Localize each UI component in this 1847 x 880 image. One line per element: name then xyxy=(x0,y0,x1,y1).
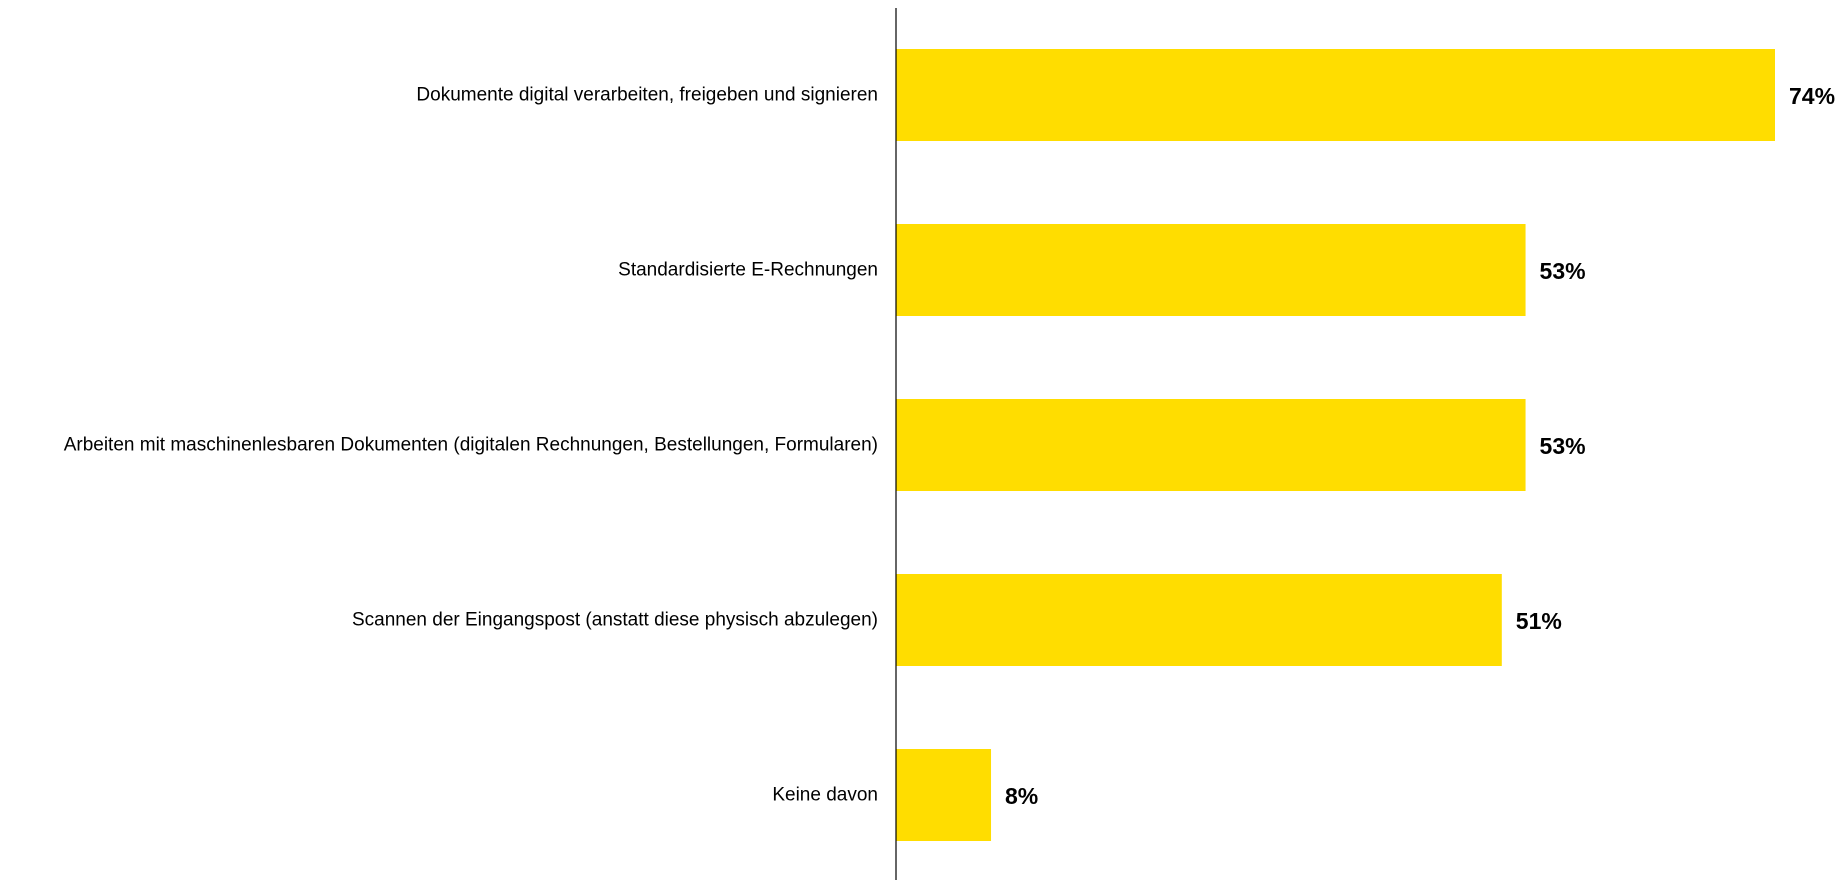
category-label: Dokumente digital verarbeiten, freigeben… xyxy=(416,85,878,106)
category-labels-layer: Dokumente digital verarbeiten, freigeben… xyxy=(64,85,878,806)
value-labels-layer: 74% 53% 53% 51% 8% xyxy=(1005,83,1835,809)
value-label: 53% xyxy=(1540,433,1586,459)
value-label: 51% xyxy=(1516,608,1562,634)
bars-layer xyxy=(896,49,1775,841)
bar xyxy=(896,224,1526,316)
category-label: Keine davon xyxy=(772,785,878,806)
bar xyxy=(896,49,1775,141)
category-label: Standardisierte E-Rechnungen xyxy=(618,260,878,281)
category-label: Arbeiten mit maschinenlesbaren Dokumente… xyxy=(64,435,878,456)
value-label: 53% xyxy=(1540,258,1586,284)
bar xyxy=(896,399,1526,491)
bar xyxy=(896,749,992,841)
bar xyxy=(896,574,1502,666)
value-label: 74% xyxy=(1789,83,1835,109)
value-label: 8% xyxy=(1005,783,1038,809)
category-label: Scannen der Eingangspost (anstatt diese … xyxy=(352,610,878,631)
